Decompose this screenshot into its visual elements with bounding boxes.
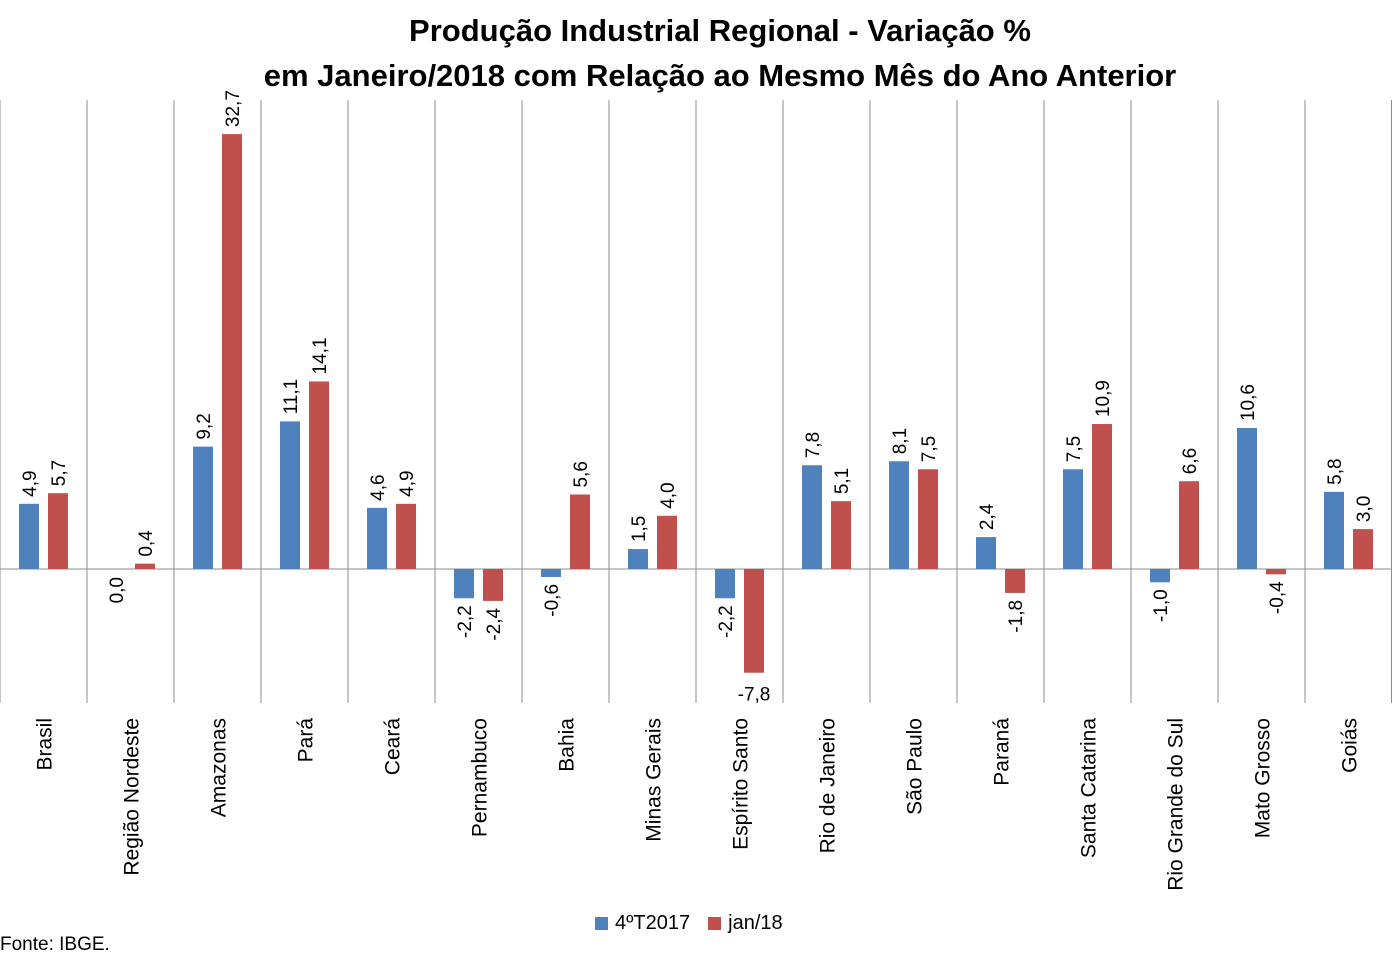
legend-label-4t2017: 4ºT2017 — [615, 912, 691, 934]
data-label-jan-18-santa-catarina: 10,9 — [1093, 380, 1114, 417]
data-label-jan-18-bahia: 5,6 — [571, 461, 592, 487]
data-label-jan-18-para: 14,1 — [310, 337, 331, 374]
data-label-jan-18-rio-grande-do-sul: 6,6 — [1180, 448, 1201, 474]
source-note: Fonte: IBGE. — [0, 934, 110, 955]
category-label-ceara: Ceará — [382, 718, 405, 776]
category-label-goias: Goiás — [1339, 718, 1362, 773]
data-label-jan-18-mato-grosso: -0,4 — [1267, 581, 1288, 614]
data-label-4-t2017-rio-de-janeiro: 7,8 — [803, 432, 824, 458]
category-label-para: Pará — [295, 718, 318, 763]
bar-4-t2017-rio-de-janeiro — [802, 465, 822, 569]
data-label-4-t2017-rio-grande-do-sul: -1,0 — [1151, 589, 1172, 622]
data-label-4-t2017-minas-gerais: 1,5 — [629, 516, 650, 542]
data-label-jan-18-parana: -1,8 — [1006, 600, 1027, 633]
data-label-jan-18-ceara: 4,9 — [397, 470, 418, 496]
data-label-4-t2017-amazonas: 9,2 — [194, 413, 215, 439]
legend-item-4t2017: 4ºT2017 — [595, 912, 690, 935]
category-label-pernambuco: Pernambuco — [469, 718, 492, 837]
bar-4-t2017-sao-paulo — [889, 461, 909, 569]
data-label-4-t2017-espirito-santo: -2,2 — [716, 605, 737, 638]
bar-jan-18-bahia — [570, 494, 590, 569]
category-label-brasil: Brasil — [34, 718, 57, 771]
category-label-bahia: Bahia — [556, 718, 579, 772]
bar-jan-18-rio-grande-do-sul — [1179, 481, 1199, 569]
bar-4-t2017-para — [280, 421, 300, 569]
data-label-jan-18-pernambuco: -2,4 — [484, 607, 505, 640]
bar-jan-18-pernambuco — [483, 569, 503, 601]
bar-4-t2017-pernambuco — [454, 569, 474, 599]
category-label-espirito-santo: Espírito Santo — [730, 718, 753, 850]
bar-4-t2017-amazonas — [193, 446, 213, 569]
category-label-parana: Paraná — [991, 718, 1014, 786]
data-label-jan-18-minas-gerais: 4,0 — [658, 482, 679, 508]
bar-4-t2017-mato-grosso — [1237, 428, 1257, 569]
bar-4-t2017-santa-catarina — [1063, 469, 1083, 569]
data-label-jan-18-brasil: 5,7 — [49, 460, 70, 486]
chart-title: Produção Industrial Regional - Variação … — [0, 8, 1392, 98]
bar-jan-18-santa-catarina — [1092, 424, 1112, 569]
chart-title-line-2: em Janeiro/2018 com Relação ao Mesmo Mês… — [263, 58, 1177, 93]
data-label-4-t2017-bahia: -0,6 — [542, 584, 563, 617]
bar-4-t2017-goias — [1324, 491, 1344, 569]
category-label-regiao-nordeste: Região Nordeste — [121, 718, 144, 876]
data-label-jan-18-amazonas: 32,7 — [223, 90, 244, 127]
data-label-4-t2017-parana: 2,4 — [977, 503, 998, 530]
bar-jan-18-amazonas — [222, 134, 242, 569]
data-label-4-t2017-ceara: 4,6 — [368, 474, 389, 500]
bar-4-t2017-parana — [976, 537, 996, 569]
data-label-4-t2017-pernambuco: -2,2 — [455, 605, 476, 638]
bar-jan-18-mato-grosso — [1266, 569, 1286, 575]
bar-jan-18-parana — [1005, 569, 1025, 593]
category-label-rio-de-janeiro: Rio de Janeiro — [817, 718, 840, 853]
data-label-4-t2017-santa-catarina: 7,5 — [1064, 436, 1085, 462]
category-label-minas-gerais: Minas Gerais — [643, 718, 666, 842]
bar-jan-18-rio-de-janeiro — [831, 501, 851, 569]
bar-4-t2017-minas-gerais — [628, 549, 648, 569]
data-label-jan-18-sao-paulo: 7,5 — [919, 436, 940, 462]
data-label-4-t2017-sao-paulo: 8,1 — [890, 428, 911, 454]
bar-jan-18-ceara — [396, 503, 416, 569]
bar-jan-18-minas-gerais — [657, 515, 677, 569]
bar-jan-18-para — [309, 381, 329, 569]
bar-4-t2017-ceara — [367, 507, 387, 569]
legend-swatch-4t2017 — [595, 917, 608, 930]
data-label-jan-18-espirito-santo: -7,8 — [738, 685, 771, 706]
data-label-jan-18-regiao-nordeste: 0,4 — [136, 530, 157, 557]
data-label-4-t2017-brasil: 4,9 — [20, 470, 41, 496]
data-label-jan-18-goias: 3,0 — [1354, 496, 1375, 522]
bar-4-t2017-brasil — [19, 503, 39, 569]
legend: 4ºT2017 jan/18 — [595, 912, 801, 935]
category-label-rio-grande-do-sul: Rio Grande do Sul — [1165, 718, 1188, 891]
legend-label-jan18: jan/18 — [728, 912, 783, 934]
data-label-jan-18-rio-de-janeiro: 5,1 — [832, 468, 853, 494]
category-label-sao-paulo: São Paulo — [904, 718, 927, 815]
bar-4-t2017-espirito-santo — [715, 569, 735, 599]
category-label-amazonas: Amazonas — [208, 718, 231, 817]
data-label-4-t2017-para: 11,1 — [281, 379, 302, 415]
bar-jan-18-espirito-santo — [744, 569, 764, 673]
bar-jan-18-regiao-nordeste — [135, 563, 155, 569]
bar-jan-18-sao-paulo — [918, 469, 938, 569]
legend-item-jan18: jan/18 — [708, 912, 783, 935]
bar-jan-18-goias — [1353, 529, 1373, 569]
legend-swatch-jan18 — [708, 917, 722, 930]
data-label-4-t2017-regiao-nordeste: 0,0 — [107, 577, 128, 603]
bar-4-t2017-bahia — [541, 569, 561, 577]
chart-title-line-1: Produção Industrial Regional - Variação … — [409, 13, 1031, 48]
category-label-mato-grosso: Mato Grosso — [1252, 718, 1275, 838]
bar-jan-18-brasil — [48, 493, 68, 569]
category-label-santa-catarina: Santa Catarina — [1078, 718, 1101, 858]
data-label-4-t2017-goias: 5,8 — [1325, 458, 1346, 484]
data-label-4-t2017-mato-grosso: 10,6 — [1238, 384, 1259, 421]
bar-4-t2017-rio-grande-do-sul — [1150, 569, 1170, 583]
